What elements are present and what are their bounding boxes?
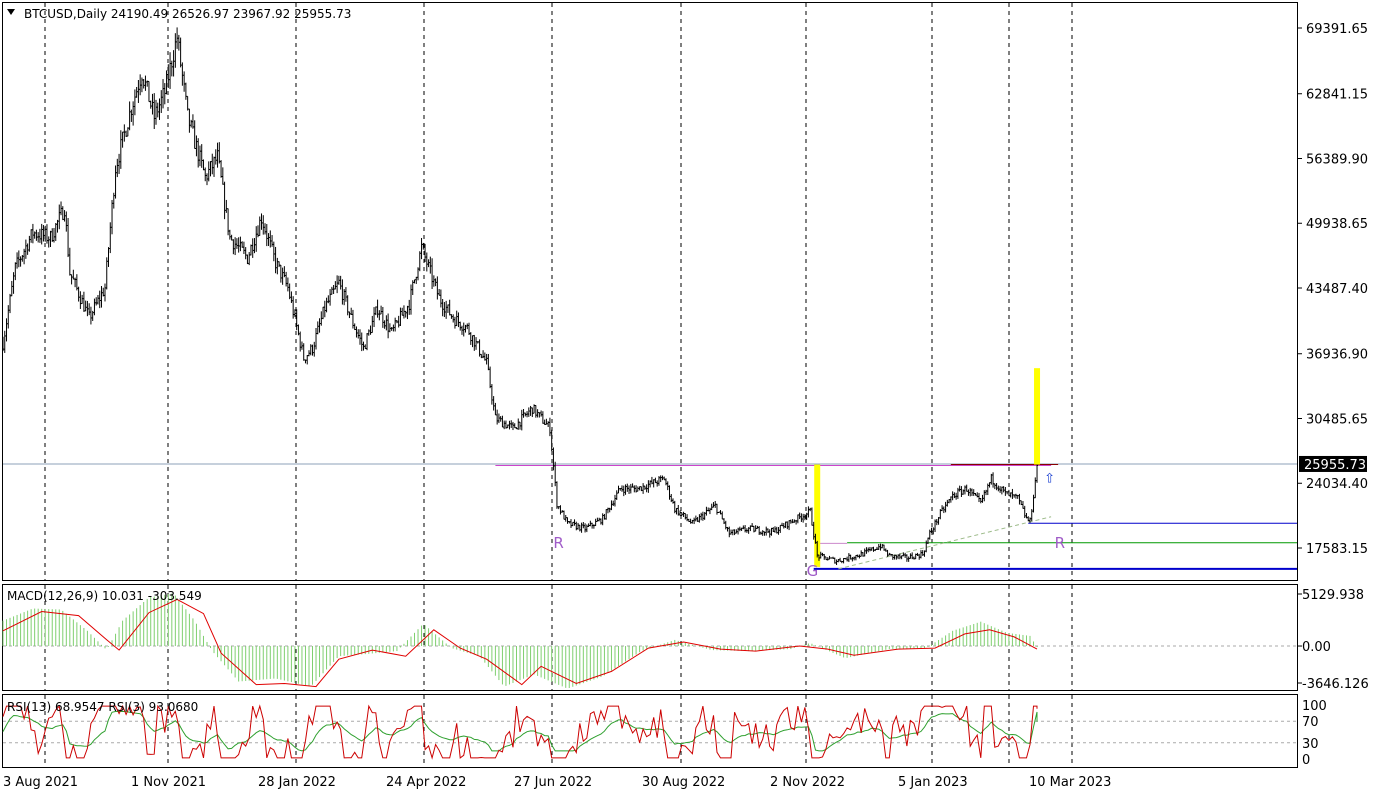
price-axis-label: 24034.40	[1306, 477, 1368, 492]
time-axis-label: 1 Nov 2021	[131, 775, 206, 790]
rsi-panel-frame	[2, 694, 1298, 768]
time-axis-label: 10 Mar 2023	[1029, 775, 1111, 790]
macd-histogram	[2, 593, 1038, 689]
rsi-axis-label: 100	[1302, 699, 1327, 714]
price-axis-label: 56389.90	[1306, 152, 1368, 167]
time-axis-label: 5 Jan 2023	[898, 775, 968, 790]
time-axis-label: 24 Apr 2022	[386, 775, 466, 790]
time-axis-label: 28 Jan 2022	[258, 775, 336, 790]
price-axis-label: 36936.90	[1306, 348, 1368, 363]
price-grid	[44, 3, 1073, 580]
time-axis-label: 27 Jun 2022	[514, 775, 592, 790]
price-bars	[2, 27, 1039, 566]
price-axis-label: 69391.65	[1306, 22, 1368, 37]
time-axis[interactable]: 3 Aug 2021 1 Nov 2021 28 Jan 2022 24 Apr 20…	[3, 775, 1111, 790]
time-axis-label: 30 Aug 2022	[642, 775, 725, 790]
highlight-bar	[814, 464, 821, 567]
price-axis-label: 49938.65	[1306, 217, 1368, 232]
chart-annotation: G	[807, 562, 819, 580]
price-panel-frame	[2, 2, 1298, 581]
price-axis-label: 43487.40	[1306, 282, 1368, 297]
rsi-label: RSI(13) 68.9547 RSI(3) 93.0680	[7, 700, 198, 714]
price-axis[interactable]: 69391.65 62841.15 56389.90 49938.65 43487.40…	[1297, 22, 1369, 768]
macd-axis-label: -3646.126	[1302, 677, 1369, 692]
macd-panel-frame	[2, 584, 1298, 691]
price-panel: R G R ⇧ BTCUSD,Daily 24190.49 26526.97 2396…	[2, 2, 1298, 581]
time-axis-label: 2 Nov 2022	[770, 775, 845, 790]
highlight-bar	[1034, 368, 1041, 465]
price-axis-label: 62841.15	[1306, 88, 1368, 103]
symbol-header: BTCUSD,Daily 24190.49 26526.97 23967.92 …	[7, 7, 351, 21]
chart-annotation: R	[1055, 534, 1065, 552]
highlight-bars	[814, 368, 1041, 567]
macd-panel: MACD(12,26,9) 10.031 -303.549	[2, 584, 1298, 691]
chart-annotation: ⇧	[1044, 472, 1055, 487]
current-price-box	[1299, 455, 1367, 472]
rsi-panel: RSI(13) 68.9547 RSI(3) 93.0680	[2, 694, 1298, 768]
symbol-header-text: BTCUSD,Daily 24190.49 26526.97 23967.92 …	[24, 7, 351, 21]
chart-annotations: R G R ⇧	[553, 472, 1065, 580]
rsi-axis-label: 70	[1302, 715, 1319, 730]
trend-line	[838, 516, 1052, 570]
horizontal-levels	[3, 463, 1297, 570]
rsi-axis-label: 30	[1302, 737, 1319, 752]
current-price-label: 25955.73	[1304, 458, 1366, 473]
rsi-grid	[3, 695, 1297, 767]
rsi3-line	[2, 704, 1038, 760]
rsi13-line	[2, 711, 1038, 752]
macd-axis-label: 5129.938	[1302, 588, 1364, 603]
price-axis-label: 30485.65	[1306, 412, 1368, 427]
macd-signal-line	[2, 598, 1038, 688]
dropdown-triangle-icon[interactable]	[7, 9, 15, 15]
macd-label: MACD(12,26,9) 10.031 -303.549	[7, 589, 202, 603]
price-axis-label: 17583.15	[1306, 542, 1368, 557]
time-axis-label: 3 Aug 2021	[3, 775, 78, 790]
chart-annotation: R	[553, 534, 563, 552]
macd-axis-label: 0.00	[1302, 640, 1331, 655]
rsi-axis-label: 0	[1302, 753, 1310, 768]
